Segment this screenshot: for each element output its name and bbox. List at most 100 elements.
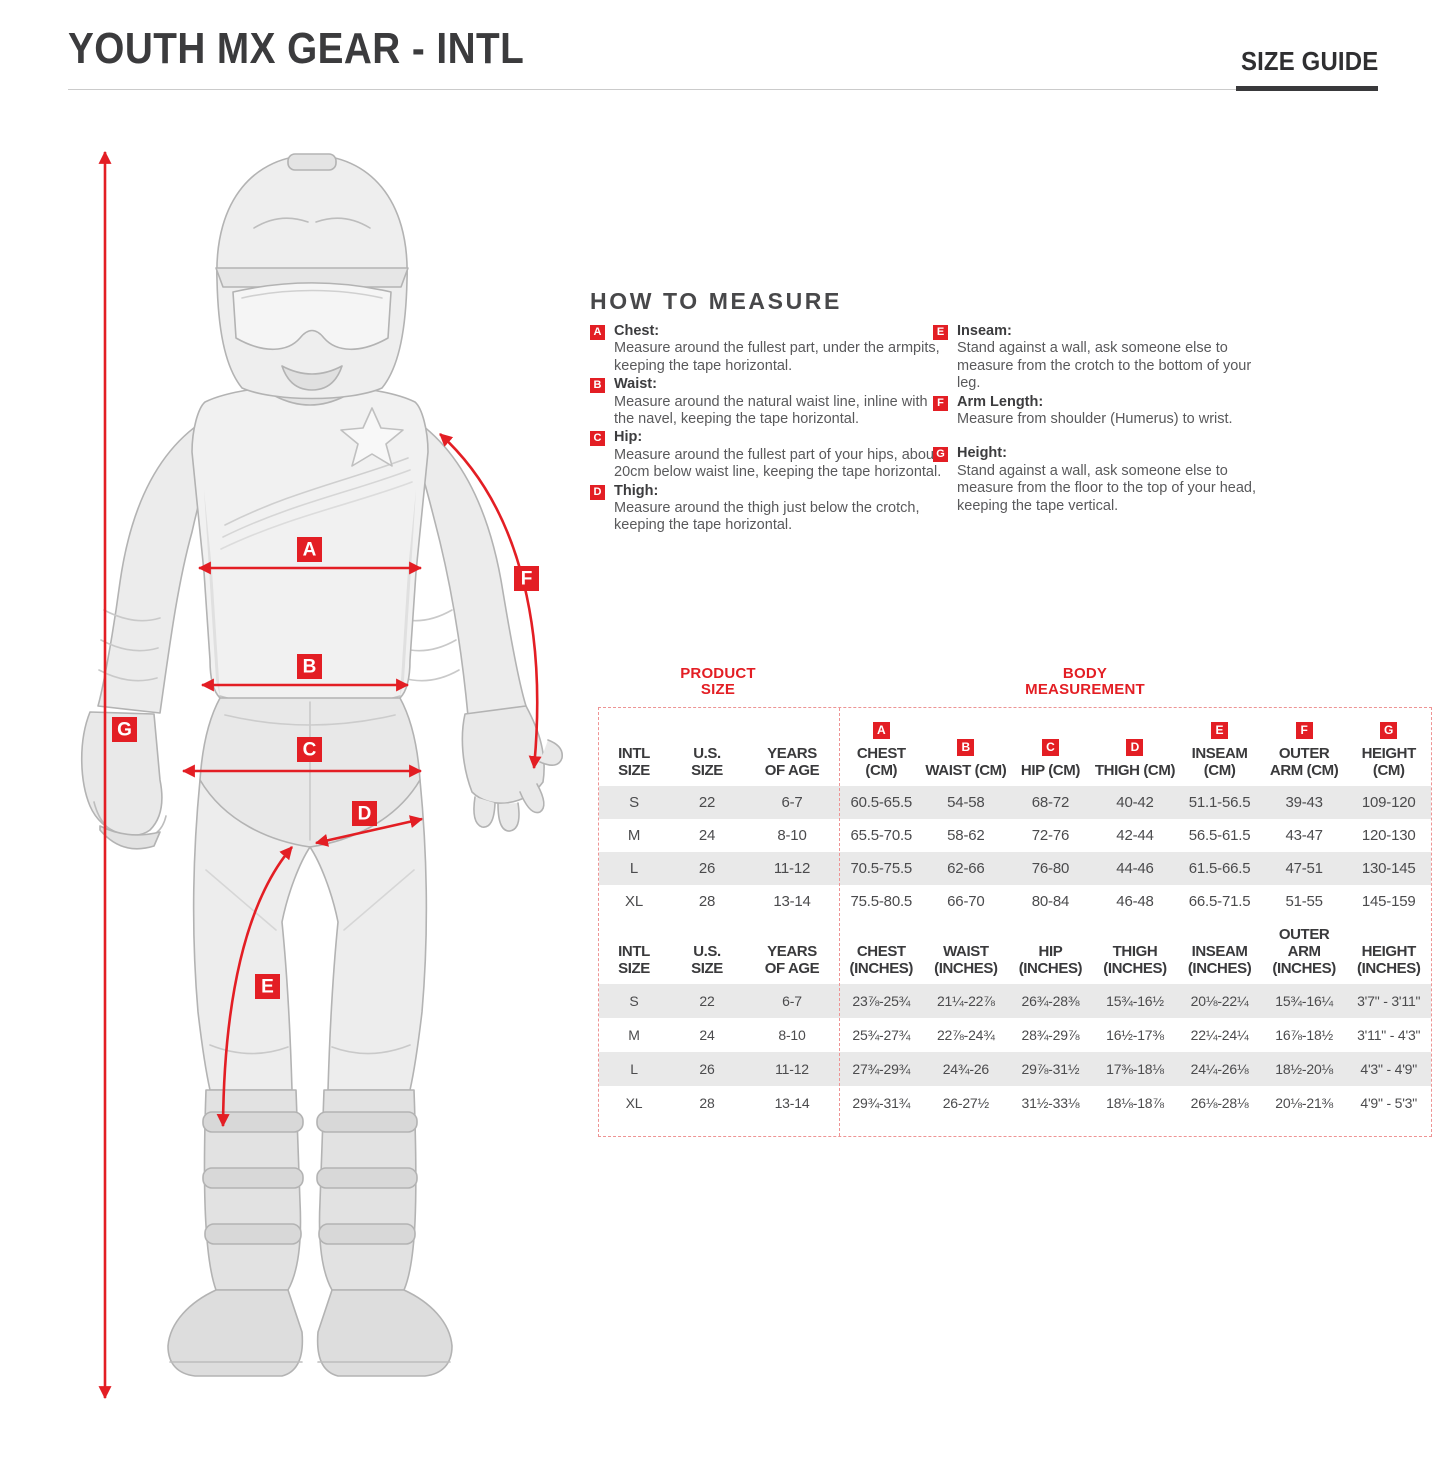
- table-cell: M: [628, 1027, 640, 1043]
- table-cell: 51-55: [1285, 893, 1323, 910]
- cm-table-header: INTL SIZE U.S. SIZE YEARS OF AGE A CHEST (CM…: [599, 708, 1431, 786]
- measure-description: Measure from shoulder (Humerus) to wrist…: [957, 411, 1233, 428]
- column-header-label: HEIGHT (CM): [1361, 745, 1417, 779]
- table-cell: 24¼-26⅛: [1190, 1061, 1249, 1077]
- table-cell: 61.5-66.5: [1188, 860, 1251, 877]
- measure-description: Measure around the thigh just below the …: [614, 500, 920, 534]
- table-row: M 24 8-10 65.5-70.5 58-62 72-76 42-44 56.5-61.5…: [599, 819, 1431, 852]
- table-cell: 8-10: [778, 1027, 806, 1043]
- measure-letter-badge: E: [1211, 722, 1229, 739]
- measure-item: C Hip: Measure around the fullest part of …: [590, 429, 942, 481]
- measure-letter-badge: B: [590, 378, 605, 394]
- figure-label-c: C: [303, 740, 317, 761]
- table-cell: XL: [625, 1095, 643, 1111]
- table-cell: 72-76: [1031, 827, 1070, 844]
- table-cell: 68-72: [1031, 794, 1070, 811]
- column-header-label: INSEAM (CM): [1191, 745, 1248, 779]
- header-divider: [68, 89, 1378, 90]
- table-row: M 24 8-10 25¾-27¾ 22⅞-24¾ 28¾-29⅞ 16½-17⅜ 22¼-2…: [599, 1018, 1431, 1052]
- table-cell: 31½-33⅛: [1021, 1095, 1080, 1111]
- table-cell: 28¾-29⅞: [1021, 1027, 1080, 1043]
- measure-item: G Height: Stand against a wall, ask someon…: [933, 445, 1273, 515]
- size-table-section: PRODUCT SIZE BODY MEASUREMENT INTL SIZE U…: [598, 666, 1432, 1137]
- table-cell: 76-80: [1031, 860, 1070, 877]
- rider-body: [80, 153, 564, 1377]
- table-cell: 145-159: [1361, 893, 1416, 910]
- table-cell: 6-7: [782, 993, 802, 1009]
- table-cell: 70.5-75.5: [850, 860, 913, 877]
- column-header: YEARS OF AGE: [745, 708, 839, 786]
- table-cell: 65.5-70.5: [850, 827, 913, 844]
- table-cell: 42-44: [1116, 827, 1154, 844]
- table-cell: 51.1-56.5: [1188, 794, 1251, 811]
- table-cell: 8-10: [777, 827, 807, 844]
- table-cell: 13-14: [774, 1095, 810, 1111]
- table-cell: 26⅛-28⅛: [1190, 1095, 1249, 1111]
- column-header-label: WAIST (INCHES): [934, 943, 998, 977]
- table-cell: 23⅞-25¾: [852, 993, 911, 1009]
- column-header-label: WAIST (CM): [925, 762, 1007, 779]
- arrow-thigh-d: [314, 815, 424, 847]
- measure-item: B Waist: Measure around the natural waist …: [590, 376, 942, 428]
- column-header: YEARS OF AGE: [745, 918, 839, 984]
- table-row: L 26 11-12 27¾-29¾ 24¾-26 29⅞-31½ 17⅜-18⅛ 24¼-2…: [599, 1052, 1431, 1086]
- table-row: S 22 6-7 60.5-65.5 54-58 68-72 40-42 51.1-56.5 3…: [599, 786, 1431, 819]
- column-header-label: U.S. SIZE: [691, 943, 723, 977]
- table-cell: 40-42: [1116, 794, 1154, 811]
- table-cell: 56.5-61.5: [1188, 827, 1251, 844]
- figure-label-e: E: [261, 977, 274, 998]
- column-header-label: CHEST (CM): [856, 745, 906, 779]
- table-cell: 18½-20⅛: [1275, 1061, 1334, 1077]
- table-cell: 66-70: [947, 893, 985, 910]
- inches-table-rows: S 22 6-7 23⅞-25¾ 21¼-22⅞ 26¾-28⅜ 15¾-16½ 20⅛-22…: [599, 984, 1431, 1120]
- measure-list-right: E Inseam: Stand against a wall, ask someon…: [933, 323, 1273, 516]
- table-cell: 21¼-22⅞: [936, 993, 995, 1009]
- table-cell: 17⅜-18⅛: [1106, 1061, 1164, 1077]
- table-row: S 22 6-7 23⅞-25¾ 21¼-22⅞ 26¾-28⅜ 15¾-16½ 20⅛-22…: [599, 984, 1431, 1018]
- column-header-label: YEARS OF AGE: [764, 745, 820, 779]
- column-header-label: INTL SIZE: [618, 943, 650, 977]
- table-cell: 46-48: [1116, 893, 1154, 910]
- table-cell: 6-7: [781, 794, 803, 811]
- table-cell: XL: [625, 893, 643, 910]
- table-cell: 20⅛-21⅜: [1275, 1095, 1334, 1111]
- column-header-label: THIGH (INCHES): [1103, 943, 1167, 977]
- column-header: U.S. SIZE: [669, 918, 745, 984]
- table-cell: 26: [699, 1061, 715, 1077]
- table-cell: 24: [698, 827, 716, 844]
- table-cell: 20⅛-22¼: [1190, 993, 1249, 1009]
- figure-labels: A B C D E F G: [112, 537, 539, 999]
- table-cell: 28: [699, 1095, 715, 1111]
- inches-table-header: INTL SIZE U.S. SIZE YEARS OF AGE CHEST (INC…: [599, 918, 1431, 984]
- table-cell: 15¾-16¼: [1275, 993, 1334, 1009]
- measure-item: A Chest: Measure around the fullest part, …: [590, 323, 942, 375]
- table-cell: 15¾-16½: [1106, 993, 1164, 1009]
- table-cell: 29¾-31¾: [852, 1095, 911, 1111]
- measure-letter-badge: E: [933, 325, 948, 340]
- measure-name: Inseam:: [957, 323, 1012, 339]
- column-header-label: HEIGHT (INCHES): [1356, 943, 1421, 977]
- measure-description: Stand against a wall, ask someone else t…: [957, 340, 1252, 392]
- table-cell: 109-120: [1361, 794, 1416, 811]
- measure-description: Stand against a wall, ask someone else t…: [957, 462, 1257, 514]
- column-header-label: U.S. SIZE: [691, 745, 723, 779]
- how-to-measure-heading: HOW TO MEASURE: [590, 288, 842, 314]
- measure-item: E Inseam: Stand against a wall, ask someon…: [933, 323, 1273, 393]
- column-header-label: OUTER ARM (INCHES): [1272, 926, 1336, 977]
- product-size-title: PRODUCT SIZE: [680, 665, 756, 698]
- measure-letter-badge: C: [590, 431, 605, 447]
- measure-letter-badge: G: [1380, 722, 1398, 739]
- table-row: XL 28 13-14 29¾-31¾ 26-27½ 31½-33⅛ 18⅛-18⅞ 26⅛-…: [599, 1086, 1431, 1120]
- table-cell: 4'3" - 4'9": [1360, 1061, 1418, 1077]
- size-guide-underline: [1236, 86, 1378, 91]
- column-header: WAIST (INCHES): [924, 918, 1009, 984]
- measure-description: Measure around the fullest part of your …: [614, 446, 942, 481]
- table-cell: 80-84: [1031, 893, 1070, 910]
- measure-item: F Arm Length: Measure from shoulder (Humer…: [933, 394, 1273, 429]
- table-cell: 4'9" - 5'3": [1360, 1095, 1418, 1111]
- column-header: D THIGH (CM): [1093, 708, 1178, 786]
- table-cell: 16½-17⅜: [1106, 1027, 1164, 1043]
- column-header: INTL SIZE: [599, 708, 669, 786]
- figure-label-a: A: [303, 540, 317, 561]
